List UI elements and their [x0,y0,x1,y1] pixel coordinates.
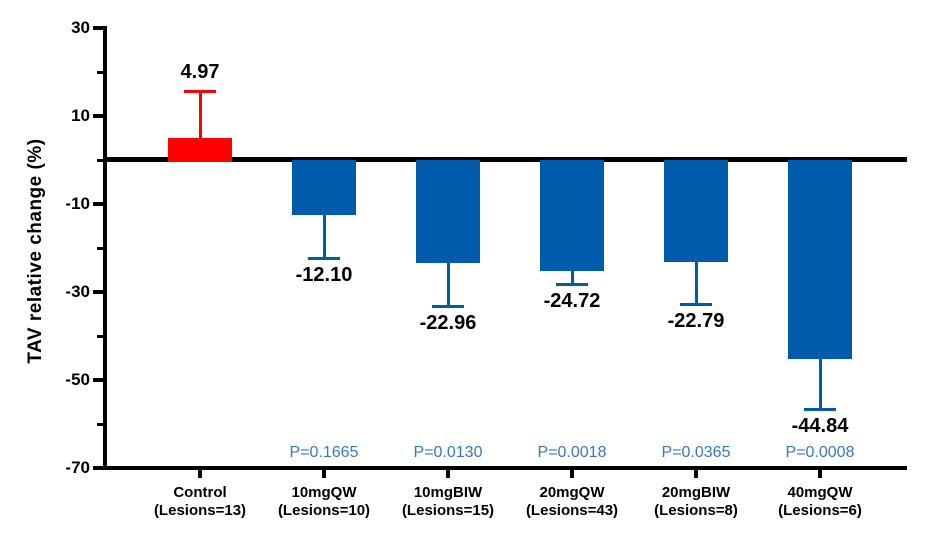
value-label: -12.10 [295,263,353,286]
y-tick-label: -70 [65,458,90,477]
error-bar-line [322,213,326,257]
error-bar-cap [308,256,340,260]
p-value-label: P=0.0008 [785,444,855,461]
category-label: 10mgBIW (Lesions=15) [373,484,523,520]
category-lesions: (Lesions=13) [153,502,247,519]
x-tick [818,470,822,478]
category-name: 40mgQW [787,484,853,501]
category-name: 10mgQW [291,484,357,501]
y-major-tick [93,114,103,118]
y-minor-tick [97,70,103,74]
y-tick-label: 10 [71,106,90,125]
y-tick-label: -30 [65,282,90,301]
y-major-tick [93,290,103,294]
y-tick-label: 30 [71,18,90,37]
y-minor-tick [97,246,103,250]
error-bar-line [198,93,202,139]
y-minor-tick [97,422,103,426]
x-axis-line [103,466,907,470]
bar-10mgqw [292,160,356,216]
category-label: 20mgQW (Lesions=43) [497,484,647,520]
category-name: Control [173,484,227,501]
y-major-tick [93,466,103,470]
y-minor-tick [97,334,103,338]
zero-baseline [103,157,907,162]
category-label: 40mgQW (Lesions=6) [745,484,895,520]
error-bar-cap [184,90,216,94]
bar-40mgqw [788,160,852,360]
value-label: -22.96 [419,312,477,335]
category-lesions: (Lesions=8) [654,502,738,519]
value-label: -22.79 [667,309,725,332]
error-bar-cap [432,305,464,309]
category-label: Control (Lesions=13) [125,484,275,520]
y-major-tick [93,202,103,206]
category-label: 10mgQW (Lesions=10) [249,484,399,520]
error-bar-line [818,357,822,408]
category-lesions: (Lesions=10) [277,502,371,519]
category-name: 10mgBIW [413,484,483,501]
p-value-label: P=0.1665 [289,444,359,461]
y-axis-title: TAV relative change (%) [25,138,46,364]
y-minor-tick [97,158,103,162]
error-bar-line [446,261,450,306]
category-name: 20mgBIW [661,484,731,501]
error-bar-line [570,268,574,284]
category-lesions: (Lesions=6) [778,502,862,519]
error-bar-cap [804,407,836,411]
y-major-tick [93,378,103,382]
category-label: 20mgBIW (Lesions=8) [621,484,771,520]
error-bar-cap [680,302,712,306]
value-label: -24.72 [543,290,601,313]
x-tick [446,470,450,478]
x-tick [322,470,326,478]
bar-10mgbiw [416,160,480,264]
category-lesions: (Lesions=43) [525,502,619,519]
bar-control [168,138,232,162]
y-tick-label: -10 [65,194,90,213]
y-major-tick [93,26,103,30]
x-tick [694,470,698,478]
x-tick [570,470,574,478]
p-value-label: P=0.0130 [413,444,483,461]
bar-20mgbiw [664,160,728,263]
category-lesions: (Lesions=15) [401,502,495,519]
error-bar-line [694,260,698,303]
y-tick-label: -50 [65,370,90,389]
error-bar-cap [556,283,588,287]
y-axis-line [103,26,107,470]
p-value-label: P=0.0018 [537,444,607,461]
x-tick [198,470,202,478]
bar-20mgqw [540,160,604,271]
value-label: -44.84 [791,414,849,437]
p-value-label: P=0.0365 [661,444,731,461]
value-label: 4.97 [180,61,220,84]
category-name: 20mgQW [539,484,605,501]
